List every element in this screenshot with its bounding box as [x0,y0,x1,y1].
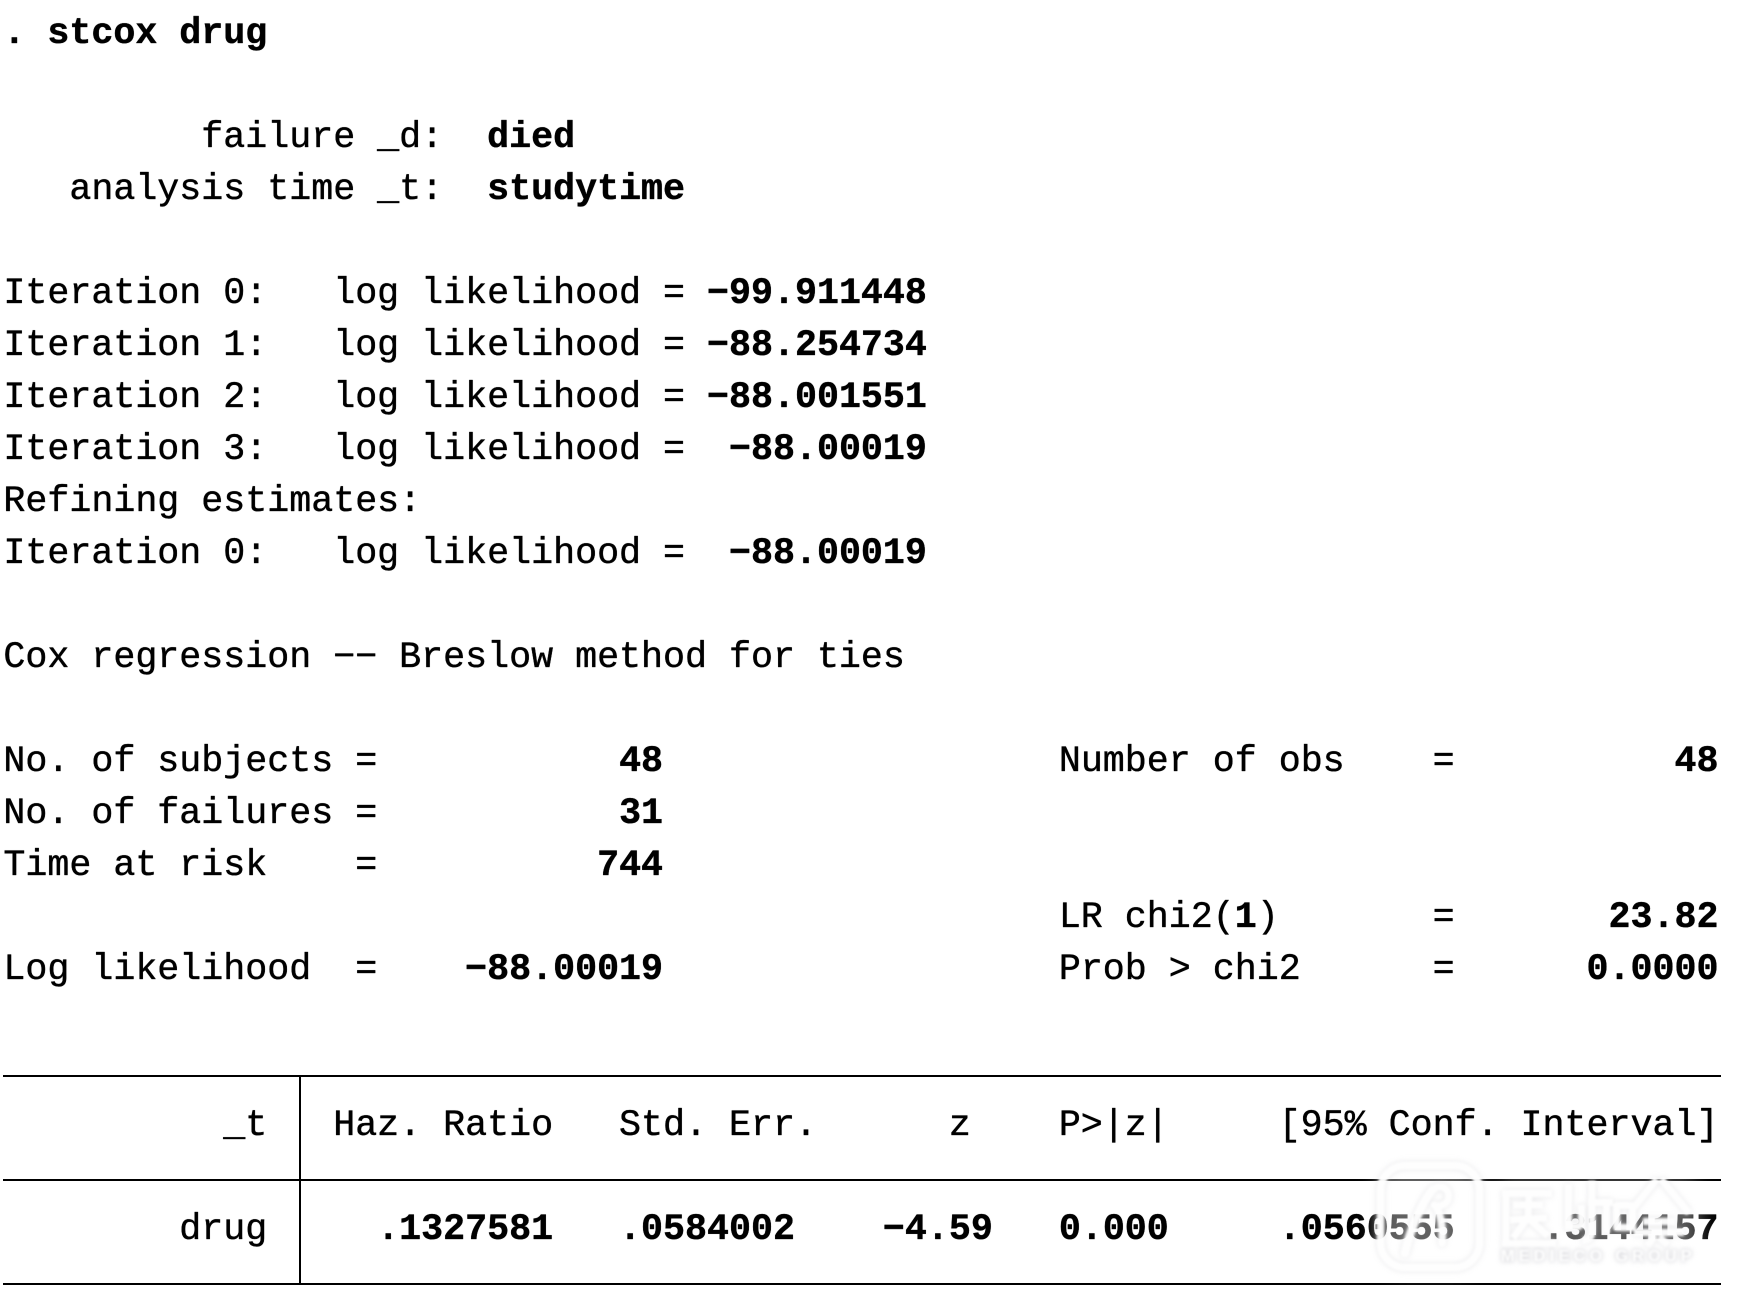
svg-text:MEDIECO GROUP: MEDIECO GROUP [1501,1248,1696,1265]
svg-text:MEDIECO GROUP: MEDIECO GROUP [1501,1248,1696,1265]
